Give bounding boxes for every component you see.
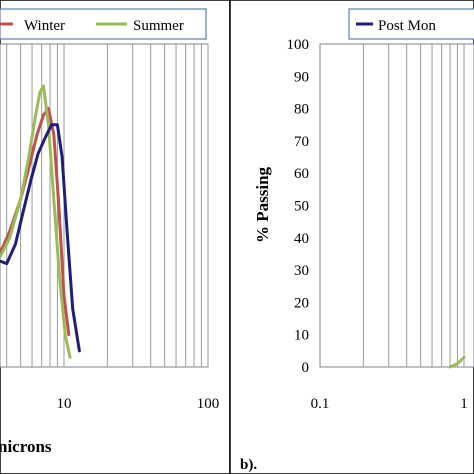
panel-b-y-ticks: 0 10 20 30 40 50 60 70 80 90 100: [287, 37, 310, 376]
panel-b-y-tick-label: 70: [294, 134, 309, 150]
panel-b-series-line-1: [448, 355, 466, 369]
panel-b-y-tick-label: 0: [302, 360, 310, 376]
panel-a-x-axis-title: nicrons: [0, 437, 52, 456]
panel-a-series-line-unlabeled-2: [0, 123, 81, 353]
panel-b-series: [448, 355, 466, 369]
panel-b-y-tick-label: 100: [287, 37, 310, 53]
panel-a-series: [0, 84, 81, 359]
legend-postmon-label: Post Mon: [378, 18, 436, 34]
panel-b-x-tick-label: 0.1: [311, 396, 330, 412]
panel-a-plot-area: [0, 43, 209, 368]
panel-b-y-tick-label: 90: [294, 69, 309, 85]
legend-summer-label: Summer: [133, 18, 184, 34]
panel-b-y-tick-label: 30: [294, 263, 309, 279]
panel-b-plot-area: [319, 43, 474, 368]
panel-a-x-tick-label: 10: [57, 396, 72, 412]
panel-a-x-tick-label: 100: [197, 396, 220, 412]
panel-b-y-tick-label: 80: [294, 102, 309, 118]
panel-b-y-tick-label: 50: [294, 199, 309, 215]
panel-b-gridlines: [362, 44, 465, 367]
panel-b-label: b).: [240, 457, 257, 473]
legend-winter-label: Winter: [24, 18, 65, 34]
panel-b-y-tick-label: 10: [294, 328, 309, 344]
panel-a: 10 100 Winter Summer nicrons: [0, 8, 220, 456]
panel-b-x-ticks: 0.1 1: [311, 396, 468, 412]
panel-b-y-tick-label: 40: [294, 231, 309, 247]
panel-a-x-ticks: 10 100: [57, 396, 220, 412]
panel-b-y-tick-label: 60: [294, 166, 309, 182]
panel-a-series-line-summer: [0, 84, 72, 359]
panel-b-x-tick-label: 1: [460, 396, 468, 412]
panel-b-y-axis-title: % Passing: [253, 166, 272, 243]
panel-b-y-tick-label: 20: [294, 295, 309, 311]
